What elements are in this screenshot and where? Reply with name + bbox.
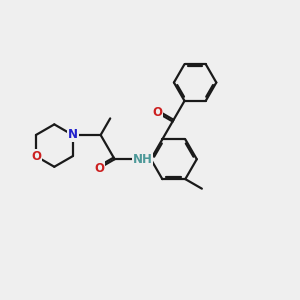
- Text: O: O: [31, 150, 41, 163]
- Text: N: N: [68, 128, 78, 142]
- Text: O: O: [94, 161, 104, 175]
- Text: O: O: [152, 106, 162, 119]
- Text: NH: NH: [133, 153, 152, 166]
